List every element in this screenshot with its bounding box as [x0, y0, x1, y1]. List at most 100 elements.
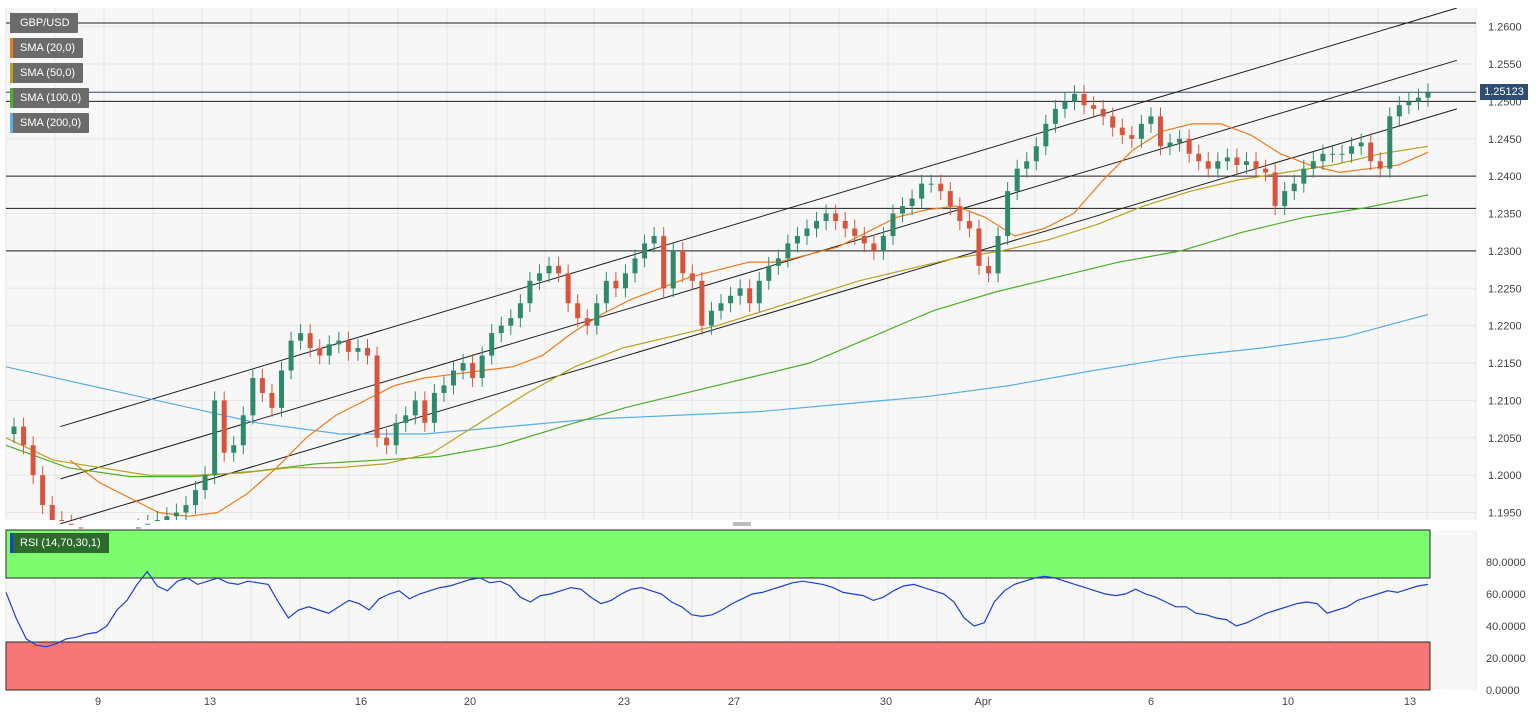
rsi-label[interactable]: RSI (14,70,30,1)	[10, 533, 109, 553]
candle	[947, 191, 953, 207]
candle	[59, 520, 65, 521]
legend-label: GBP/USD	[20, 17, 70, 29]
candle	[766, 265, 772, 281]
candle	[498, 325, 504, 334]
legend-label: SMA (200,0)	[20, 117, 82, 129]
legend-item[interactable]: SMA (50,0)	[10, 63, 84, 83]
candle	[470, 363, 476, 378]
y-tick-label: 1.2100	[1488, 395, 1522, 407]
candle	[1215, 161, 1221, 169]
candle	[193, 490, 199, 506]
legend-item[interactable]: SMA (20,0)	[10, 38, 84, 58]
channel-line	[60, 108, 1458, 525]
candle	[1377, 161, 1383, 169]
candle	[575, 303, 581, 319]
candle	[613, 280, 619, 289]
candle	[269, 392, 275, 408]
candle	[68, 523, 74, 525]
candle	[326, 344, 332, 356]
candle	[871, 243, 877, 251]
panel-resize-handle	[733, 522, 751, 526]
candle	[1100, 108, 1106, 117]
candle	[1425, 92, 1431, 98]
candle	[221, 400, 227, 453]
candle	[928, 183, 934, 185]
candle	[365, 348, 370, 356]
y-tick-label: 1.2350	[1488, 209, 1522, 221]
candle	[1329, 153, 1335, 155]
candle	[1368, 142, 1374, 162]
candle	[1138, 123, 1144, 139]
candle	[183, 505, 189, 513]
y-tick-label: 1.2200	[1488, 321, 1522, 333]
legend-swatch	[10, 13, 13, 33]
candle	[1415, 97, 1421, 102]
candle	[1157, 116, 1163, 147]
candle	[804, 228, 810, 236]
candle	[40, 475, 46, 506]
candle	[403, 415, 409, 423]
candle	[317, 348, 323, 356]
rsi-y-tick-label: 40.0000	[1486, 621, 1526, 633]
candle	[900, 206, 906, 214]
candle	[11, 426, 17, 435]
candle	[546, 265, 552, 274]
candle	[995, 235, 1001, 274]
candle	[298, 333, 304, 341]
rsi-y-tick-label: 20.0000	[1486, 653, 1526, 665]
toolbar-strip	[0, 0, 1476, 8]
candle	[852, 228, 858, 236]
candle	[1358, 142, 1364, 147]
candle	[1387, 116, 1393, 169]
candle	[603, 280, 609, 304]
candle	[250, 377, 256, 416]
candle	[1062, 101, 1068, 109]
y-tick-label: 1.2400	[1488, 171, 1522, 183]
x-tick-label: 16	[355, 696, 367, 708]
candle	[1129, 135, 1135, 139]
candle	[680, 250, 686, 274]
rsi-y-tick-label: 80.0000	[1486, 557, 1526, 569]
candle	[1406, 101, 1412, 106]
candle	[775, 258, 781, 266]
candle	[938, 183, 944, 192]
candle	[489, 333, 495, 356]
legend-item[interactable]: GBP/USD	[10, 13, 78, 33]
candle	[431, 392, 437, 423]
candle	[1234, 157, 1240, 165]
candle	[1196, 153, 1202, 162]
candle	[1052, 108, 1058, 124]
x-tick-label: 10	[1282, 696, 1294, 708]
candle	[1033, 146, 1039, 162]
legend-swatch	[10, 88, 13, 108]
candle	[1272, 172, 1278, 207]
candle	[823, 213, 829, 222]
candle	[1320, 153, 1326, 162]
candle	[49, 505, 55, 520]
candle	[135, 527, 141, 529]
legend-label: SMA (50,0)	[20, 67, 76, 79]
candle	[422, 400, 428, 423]
candle	[536, 273, 542, 281]
candle	[919, 183, 925, 199]
sma50-line	[5, 145, 1429, 476]
candle	[1301, 168, 1307, 184]
legend-swatch	[10, 63, 13, 83]
y-tick-label: 1.2600	[1488, 22, 1522, 34]
candle	[957, 206, 963, 222]
legend-item[interactable]: SMA (100,0)	[10, 88, 90, 108]
candle	[699, 280, 705, 326]
candle	[164, 516, 170, 520]
candle	[594, 303, 600, 326]
y-tick-label: 1.2450	[1488, 134, 1522, 146]
candle	[976, 228, 982, 266]
candle	[708, 310, 714, 326]
legend-swatch	[10, 38, 13, 58]
x-tick-label: 30	[880, 696, 892, 708]
legend-item[interactable]: SMA (200,0)	[10, 113, 90, 133]
candle	[1167, 142, 1173, 147]
candle	[622, 273, 628, 289]
candle	[986, 265, 992, 274]
x-tick-label: 13	[1404, 696, 1416, 708]
